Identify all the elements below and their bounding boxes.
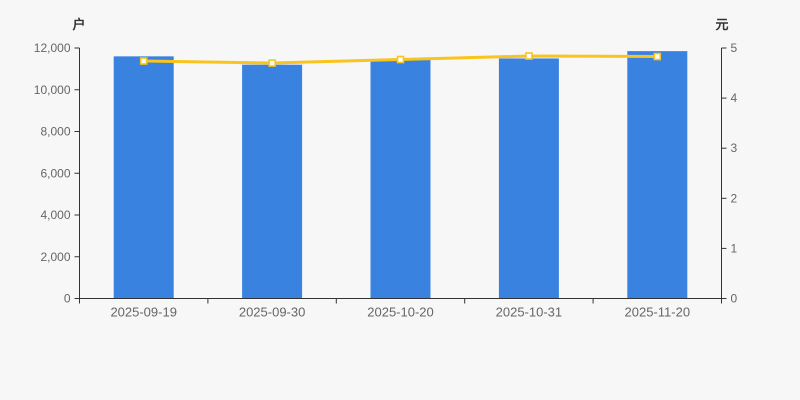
- line-marker[interactable]: [268, 59, 276, 67]
- left-axis-tick-label: 4,000: [40, 208, 70, 222]
- left-axis-tick-label: 6,000: [40, 166, 70, 180]
- bar[interactable]: [627, 51, 688, 299]
- left-axis-tick-label: 8,000: [40, 125, 70, 139]
- x-axis-label: 2025-10-31: [496, 305, 563, 320]
- left-axis-name: 户: [72, 17, 86, 32]
- left-axis-tick-label: 2,000: [40, 250, 70, 264]
- x-axis-label: 2025-10-20: [367, 305, 434, 320]
- left-axis-tick-label: 0: [64, 292, 71, 306]
- right-axis-tick-label: 0: [731, 292, 738, 306]
- bar[interactable]: [242, 64, 303, 299]
- right-axis-tick-label: 3: [731, 141, 738, 155]
- line-marker[interactable]: [653, 52, 662, 61]
- left-axis-tick-label: 12,000: [34, 41, 71, 55]
- x-axis-label: 2025-09-19: [110, 305, 177, 320]
- right-axis-tick-label: 4: [731, 91, 738, 105]
- right-axis-name: 元: [715, 17, 729, 32]
- right-axis-tick-label: 5: [731, 41, 738, 55]
- line-marker[interactable]: [396, 55, 405, 64]
- right-axis-tick-label: 2: [731, 191, 738, 205]
- bar[interactable]: [113, 56, 174, 299]
- bar[interactable]: [498, 58, 559, 299]
- line-marker[interactable]: [139, 57, 148, 65]
- bar[interactable]: [370, 59, 431, 299]
- x-axis-label: 2025-09-30: [239, 305, 306, 320]
- left-axis-tick-label: 10,000: [34, 83, 71, 97]
- x-axis-label: 2025-11-20: [625, 305, 691, 320]
- right-axis-tick-label: 1: [731, 241, 738, 255]
- line-marker[interactable]: [525, 52, 533, 60]
